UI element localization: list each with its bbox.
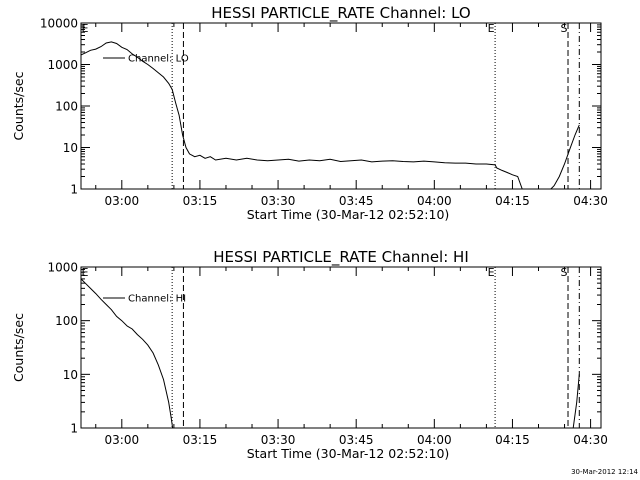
- legend-label-lo: Channel: LO: [128, 54, 189, 65]
- x-tick-label-hi: 04:00: [417, 433, 452, 447]
- chart-title-lo: HESSI PARTICLE_RATE Channel: LO: [211, 4, 470, 23]
- y-tick-label-hi: 10: [63, 368, 78, 382]
- x-tick-label-hi: 03:15: [183, 433, 218, 447]
- y-axis-label-lo: Counts/sec: [11, 71, 26, 140]
- y-tick-label-lo: 100: [55, 100, 78, 114]
- timestamp: 30-Mar-2012 12:14: [571, 468, 638, 476]
- y-tick-label-hi: 1000: [47, 261, 78, 275]
- x-tick-label-lo: 03:45: [339, 194, 374, 208]
- y-tick-label-lo: 1: [70, 183, 78, 197]
- flag-lines-hi: E SE: [82, 266, 580, 428]
- x-tick-label-lo: 04:15: [495, 194, 530, 208]
- flag-label-lo: E: [488, 22, 495, 35]
- chart-title-hi: HESSI PARTICLE_RATE Channel: HI: [213, 248, 469, 267]
- x-tick-label-lo: 03:30: [261, 194, 296, 208]
- plot-frame-lo: [80, 22, 602, 190]
- y-axis-label-hi: Counts/sec: [11, 313, 26, 382]
- legend-lo: Channel: LO: [103, 54, 189, 65]
- y-tick-label-lo: 10: [63, 141, 78, 155]
- legend-hi: Channel: HI: [103, 294, 186, 305]
- data-series-lo: [81, 41, 580, 189]
- x-tick-label-hi: 04:30: [573, 433, 608, 447]
- plot-frame-hi: [80, 266, 602, 429]
- panel-lo: HESSI PARTICLE_RATE Channel: LO E SE 1101…: [11, 4, 608, 222]
- data-series-hi: [81, 278, 580, 428]
- y-tick-label-hi: 100: [55, 314, 78, 328]
- corner-flag-hi: E: [82, 266, 89, 279]
- flag-lines-lo: E SE: [82, 22, 580, 189]
- data-line-lo-0: [81, 41, 580, 189]
- flag-label-hi: E: [488, 266, 495, 279]
- legend-label-hi: Channel: HI: [128, 294, 186, 305]
- x-ticks-lo: 03:00 03:15 03:30 03:45 04:00 04:15 04:30: [95, 23, 608, 208]
- x-tick-label-lo: 03:15: [183, 194, 218, 208]
- flag-label-lo: S: [561, 22, 568, 35]
- x-tick-label-lo: 04:00: [417, 194, 452, 208]
- x-axis-label-hi: Start Time (30-Mar-12 02:52:10): [247, 446, 450, 461]
- x-tick-label-hi: 03:00: [105, 433, 140, 447]
- plot-border-hi: [80, 266, 602, 429]
- y-ticks-lo: 1 10 100 1000 10000: [40, 17, 601, 197]
- y-tick-label-hi: 1: [70, 422, 78, 436]
- x-axis-label-lo: Start Time (30-Mar-12 02:52:10): [247, 207, 450, 222]
- x-ticks-hi: 03:00 03:15 03:30 03:45 04:00 04:15 04:30: [95, 267, 608, 447]
- x-tick-label-hi: 03:30: [261, 433, 296, 447]
- x-tick-label-lo: 04:30: [573, 194, 608, 208]
- plot-border-lo: [80, 22, 602, 190]
- data-line-hi-0: [81, 278, 174, 428]
- y-ticks-hi: 1 10 100 1000: [47, 261, 601, 436]
- y-tick-label-lo: 10000: [40, 17, 78, 31]
- x-tick-label-lo: 03:00: [105, 194, 140, 208]
- x-tick-label-hi: 03:45: [339, 433, 374, 447]
- data-line-hi-1: [572, 374, 580, 428]
- corner-flag-lo: E: [82, 22, 89, 35]
- flag-label-hi: S: [561, 266, 568, 279]
- x-tick-label-hi: 04:15: [495, 433, 530, 447]
- y-tick-label-lo: 1000: [47, 58, 78, 72]
- panel-hi: HESSI PARTICLE_RATE Channel: HI E SE 1101…: [11, 248, 608, 461]
